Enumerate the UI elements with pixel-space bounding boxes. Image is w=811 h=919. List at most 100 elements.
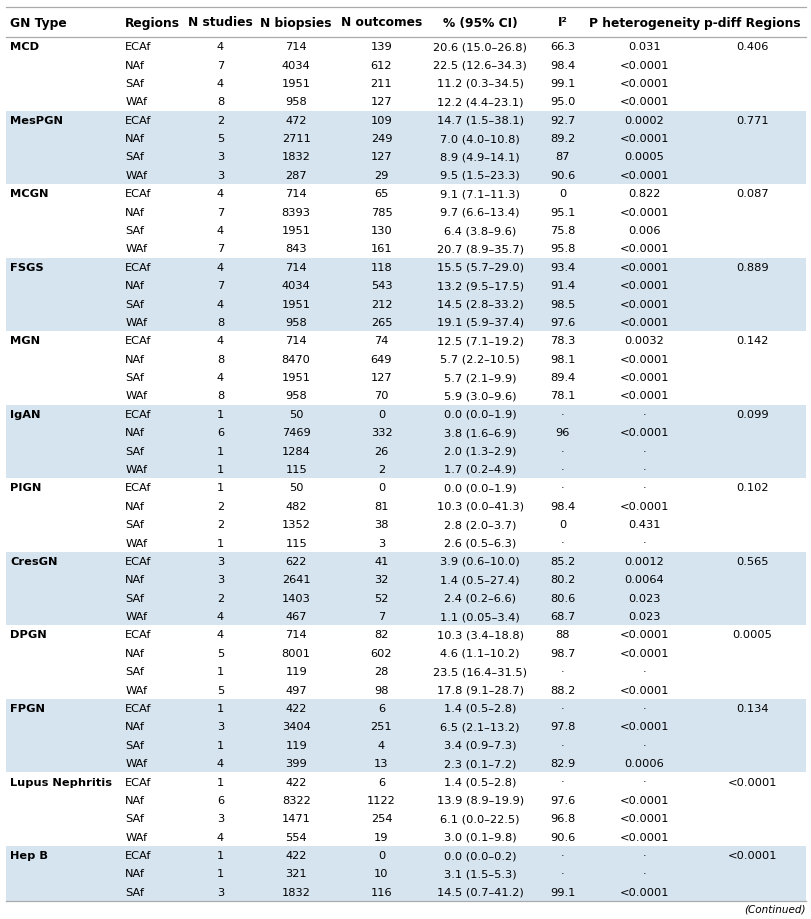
Text: NAf: NAf (125, 134, 145, 144)
Text: ·: · (560, 868, 564, 879)
Text: 287: 287 (285, 171, 307, 181)
Text: ·: · (642, 409, 646, 419)
Text: WAf: WAf (125, 464, 147, 474)
Text: 2711: 2711 (281, 134, 310, 144)
Text: <0.0001: <0.0001 (619, 427, 668, 437)
Text: ECAf: ECAf (125, 42, 152, 52)
Text: 20.6 (15.0–26.8): 20.6 (15.0–26.8) (432, 42, 526, 52)
Text: 6.5 (2.1–13.2): 6.5 (2.1–13.2) (440, 721, 519, 732)
Text: 9.1 (7.1–11.3): 9.1 (7.1–11.3) (440, 189, 519, 199)
Text: WAf: WAf (125, 538, 147, 548)
Text: 0.142: 0.142 (736, 336, 768, 346)
Text: 50: 50 (289, 409, 303, 419)
Text: 1: 1 (217, 703, 224, 713)
Bar (6, 773, 805, 791)
Text: 4: 4 (217, 42, 224, 52)
Text: 7: 7 (217, 208, 224, 218)
Text: <0.0001: <0.0001 (619, 97, 668, 108)
Text: ·: · (560, 446, 564, 456)
Text: 82.9: 82.9 (550, 758, 575, 768)
Text: GN Type: GN Type (10, 17, 67, 29)
Text: 1951: 1951 (281, 226, 311, 236)
Text: ·: · (560, 740, 564, 750)
Text: 8322: 8322 (281, 795, 310, 805)
Text: SAf: SAf (125, 153, 144, 163)
Text: 0.431: 0.431 (628, 519, 660, 529)
Text: WAf: WAf (125, 244, 147, 255)
Bar (6, 387, 805, 405)
Text: 3: 3 (217, 721, 224, 732)
Text: 5.7 (2.2–10.5): 5.7 (2.2–10.5) (440, 355, 519, 364)
Text: FSGS: FSGS (10, 263, 44, 273)
Text: 0: 0 (559, 189, 566, 199)
Bar (6, 350, 805, 369)
Text: NAf: NAf (125, 501, 145, 511)
Text: 4: 4 (217, 611, 224, 621)
Bar (6, 828, 805, 845)
Bar (6, 663, 805, 681)
Text: 116: 116 (370, 887, 392, 897)
Text: 1: 1 (217, 740, 224, 750)
Text: NAf: NAf (125, 648, 145, 658)
Text: 78.3: 78.3 (549, 336, 575, 346)
Text: 0.031: 0.031 (628, 42, 660, 52)
Text: 119: 119 (285, 740, 307, 750)
Text: 0.0032: 0.0032 (624, 336, 663, 346)
Text: 10.3 (0.0–41.3): 10.3 (0.0–41.3) (436, 501, 523, 511)
Text: ·: · (642, 703, 646, 713)
Text: NAf: NAf (125, 721, 145, 732)
Text: 0: 0 (559, 519, 566, 529)
Text: 714: 714 (285, 630, 307, 640)
Text: 115: 115 (285, 464, 307, 474)
Text: 1: 1 (217, 868, 224, 879)
Text: 26: 26 (374, 446, 388, 456)
Text: CresGN: CresGN (10, 556, 58, 566)
Text: Hep B: Hep B (10, 850, 48, 860)
Text: 0.023: 0.023 (628, 611, 660, 621)
Text: SAf: SAf (125, 887, 144, 897)
Text: 38: 38 (374, 519, 388, 529)
Text: 52: 52 (374, 593, 388, 603)
Text: 8: 8 (217, 391, 224, 401)
Bar (6, 405, 805, 424)
Text: ECAf: ECAf (125, 189, 152, 199)
Text: 97.6: 97.6 (550, 318, 575, 327)
Text: 118: 118 (370, 263, 392, 273)
Text: 92.7: 92.7 (550, 116, 575, 126)
Text: 88: 88 (555, 630, 569, 640)
Text: 1: 1 (217, 666, 224, 676)
Text: 15.5 (5.7–29.0): 15.5 (5.7–29.0) (436, 263, 523, 273)
Text: 66.3: 66.3 (550, 42, 575, 52)
Text: 23.5 (16.4–31.5): 23.5 (16.4–31.5) (432, 666, 526, 676)
Text: 7: 7 (217, 244, 224, 255)
Text: <0.0001: <0.0001 (619, 79, 668, 89)
Text: 97.6: 97.6 (550, 795, 575, 805)
Text: 399: 399 (285, 758, 307, 768)
Text: 2: 2 (217, 593, 224, 603)
Text: 5.9 (3.0–9.6): 5.9 (3.0–9.6) (444, 391, 516, 401)
Text: 127: 127 (370, 97, 392, 108)
Text: 958: 958 (285, 97, 307, 108)
Text: 2.3 (0.1–7.2): 2.3 (0.1–7.2) (444, 758, 516, 768)
Text: 130: 130 (370, 226, 392, 236)
Text: N outcomes: N outcomes (341, 17, 422, 29)
Text: 0.0005: 0.0005 (624, 153, 663, 163)
Text: 714: 714 (285, 42, 307, 52)
Text: 211: 211 (370, 79, 392, 89)
Text: 1951: 1951 (281, 373, 311, 382)
Text: 2: 2 (217, 116, 224, 126)
Text: 2: 2 (217, 519, 224, 529)
Text: NAf: NAf (125, 427, 145, 437)
Text: 81: 81 (374, 501, 388, 511)
Bar (6, 111, 805, 130)
Text: ·: · (642, 464, 646, 474)
Text: 4034: 4034 (281, 281, 310, 290)
Text: ·: · (642, 740, 646, 750)
Text: ·: · (560, 464, 564, 474)
Text: 321: 321 (285, 868, 307, 879)
Text: <0.0001: <0.0001 (619, 795, 668, 805)
Text: ·: · (642, 850, 646, 860)
Text: WAf: WAf (125, 832, 147, 842)
Bar (6, 791, 805, 810)
Bar (6, 185, 805, 203)
